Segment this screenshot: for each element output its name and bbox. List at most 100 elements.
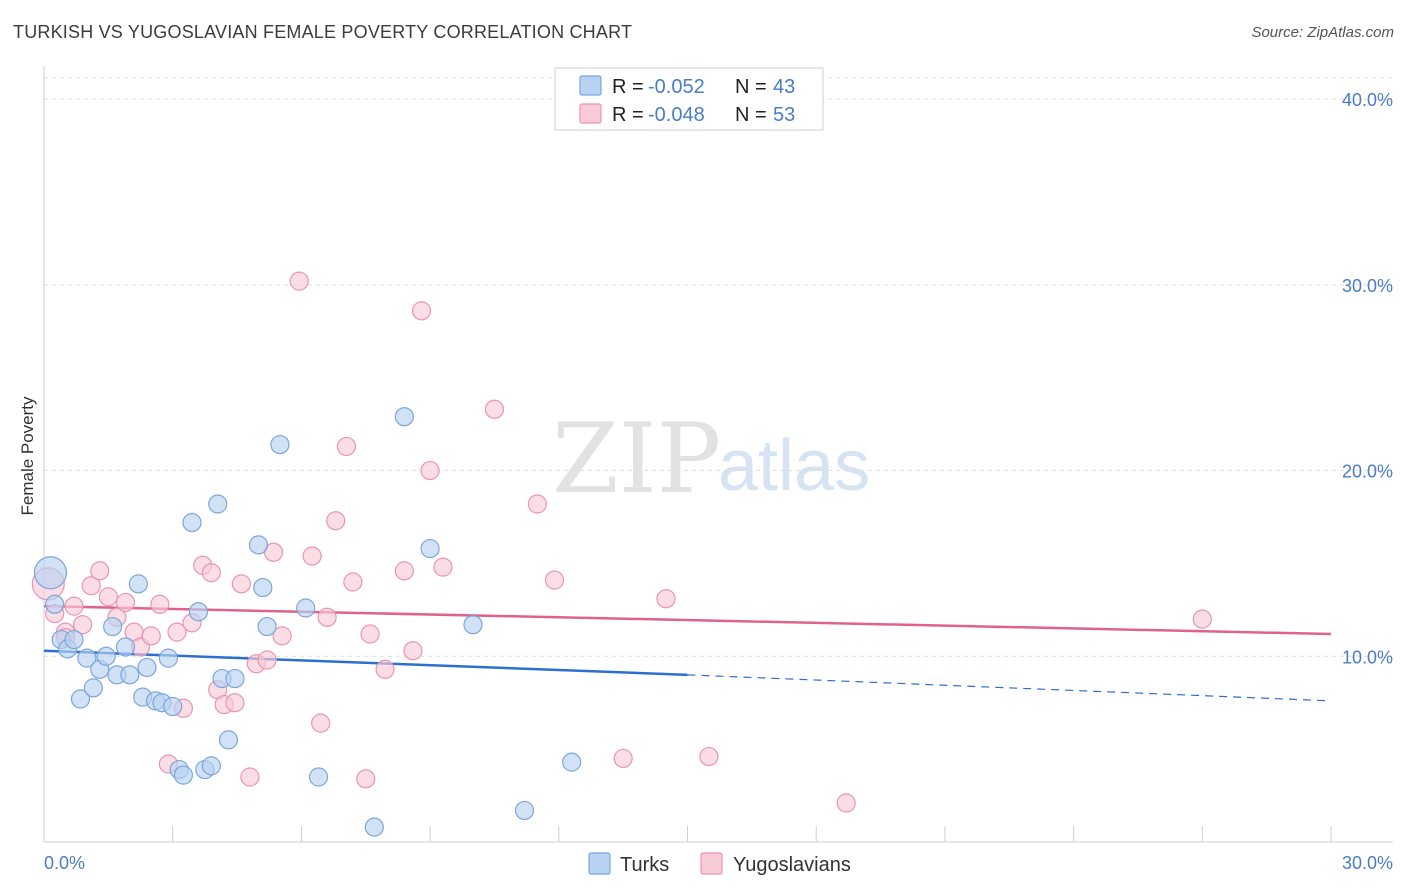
point-turks [296, 598, 316, 618]
point-yugoslavians [272, 626, 292, 646]
y-tick-label-20: 20.0% [1342, 462, 1393, 482]
y-tick-labels: 10.0% 20.0% 30.0% 40.0% [1342, 90, 1393, 667]
point-yugoslavians [484, 399, 505, 419]
point-yugoslavians [90, 561, 110, 581]
point-turks [257, 616, 277, 637]
y-tick-label-40: 40.0% [1342, 90, 1393, 110]
point-turks [70, 689, 91, 709]
point-yugoslavians [115, 592, 136, 613]
chart-title: TURKISH VS YUGOSLAVIAN FEMALE POVERTY CO… [13, 22, 633, 42]
series-legend-label-turks: Turks [620, 854, 669, 876]
point-turks [253, 577, 273, 598]
series-legend-swatch-yugoslavians [700, 852, 723, 875]
point-yugoslavians [403, 641, 423, 661]
trend-line-turks [43, 649, 688, 677]
point-yugoslavians [343, 572, 363, 592]
legend-n-value-turks: 43 [773, 76, 795, 98]
point-turks [158, 648, 179, 668]
point-turks [562, 752, 582, 772]
legend-r-label-yugoslavians: R = [612, 104, 644, 126]
series-legend-swatch-turks [588, 852, 611, 875]
legend-swatch-yugoslavians [579, 103, 602, 124]
point-yugoslavians [1192, 609, 1212, 629]
point-turks [420, 538, 440, 559]
point-turks [218, 730, 239, 750]
point-turks [248, 535, 269, 555]
point-yugoslavians [311, 713, 331, 733]
point-yugoslavians [150, 594, 170, 614]
legend-swatch-turks [579, 75, 602, 96]
point-yugoslavians [240, 767, 260, 787]
series-legend: Turks Yugoslavians [588, 852, 851, 876]
watermark-zip: ZIP [552, 403, 721, 515]
point-yugoslavians [836, 793, 856, 813]
axes [43, 66, 1393, 843]
point-yugoslavians [411, 301, 432, 321]
legend-n-value-yugoslavians: 53 [773, 104, 795, 126]
point-turks [514, 800, 535, 821]
point-turks [364, 817, 384, 837]
point-yugoslavians [656, 589, 676, 609]
data-points [31, 271, 1212, 837]
point-yugoslavians [73, 615, 93, 635]
y-tick-label-10: 10.0% [1342, 647, 1393, 667]
trend-lines [43, 604, 1332, 702]
point-yugoslavians [98, 587, 118, 607]
legend-r-label-turks: R = [612, 76, 644, 98]
point-yugoslavians [81, 576, 101, 596]
point-turks [64, 629, 84, 650]
point-turks [173, 765, 194, 785]
point-yugoslavians [201, 563, 221, 583]
point-yugoslavians [356, 769, 376, 789]
point-turks [208, 494, 228, 514]
point-turks [33, 556, 68, 590]
point-turks [308, 767, 329, 787]
point-yugoslavians [326, 511, 346, 531]
point-yugoslavians [289, 271, 309, 291]
point-turks [463, 615, 483, 635]
point-yugoslavians [336, 436, 357, 457]
x-tick-label-min: 0.0% [44, 853, 85, 873]
point-turks [201, 756, 221, 776]
legend-n-label-turks: N = [735, 76, 767, 98]
point-yugoslavians [613, 748, 633, 769]
stats-legend: R = -0.052 N = 43 R = -0.048 N = 53 [554, 67, 824, 131]
point-turks [96, 646, 116, 666]
point-yugoslavians [64, 596, 84, 616]
point-yugoslavians [231, 574, 251, 594]
point-turks [188, 602, 209, 622]
y-axis-label: Female Poverty [18, 396, 37, 516]
point-turks [120, 665, 140, 685]
grid-lines [44, 77, 1393, 657]
point-turks [270, 434, 290, 455]
point-yugoslavians [257, 650, 277, 670]
point-turks [45, 594, 65, 614]
point-turks [103, 616, 123, 637]
point-turks [115, 637, 136, 657]
x-tick-label-max: 30.0% [1342, 853, 1393, 873]
legend-n-label-yugoslavians: N = [735, 104, 767, 126]
point-turks [225, 668, 245, 689]
point-yugoslavians [375, 659, 395, 679]
series-legend-label-yugoslavians: Yugoslavians [733, 854, 851, 876]
point-yugoslavians [527, 494, 547, 514]
point-turks [128, 574, 148, 594]
source-label: Source: ZipAtlas.com [1251, 24, 1394, 41]
point-turks [394, 407, 414, 427]
legend-r-value-turks: -0.052 [648, 76, 705, 98]
point-turks [83, 678, 103, 698]
trend-line-turks-extension [687, 674, 1332, 702]
point-yugoslavians [433, 557, 453, 577]
point-yugoslavians [225, 693, 245, 713]
point-yugoslavians [360, 624, 380, 644]
watermark-atlas: atlas [718, 426, 870, 506]
point-turks [163, 696, 183, 717]
point-yugoslavians [302, 546, 322, 566]
point-yugoslavians [141, 626, 161, 646]
y-tick-label-30: 30.0% [1342, 276, 1393, 296]
point-yugoslavians [699, 746, 719, 767]
point-yugoslavians [167, 622, 187, 642]
legend-r-value-yugoslavians: -0.048 [648, 104, 705, 126]
point-turks [137, 657, 157, 678]
point-yugoslavians [394, 561, 414, 581]
